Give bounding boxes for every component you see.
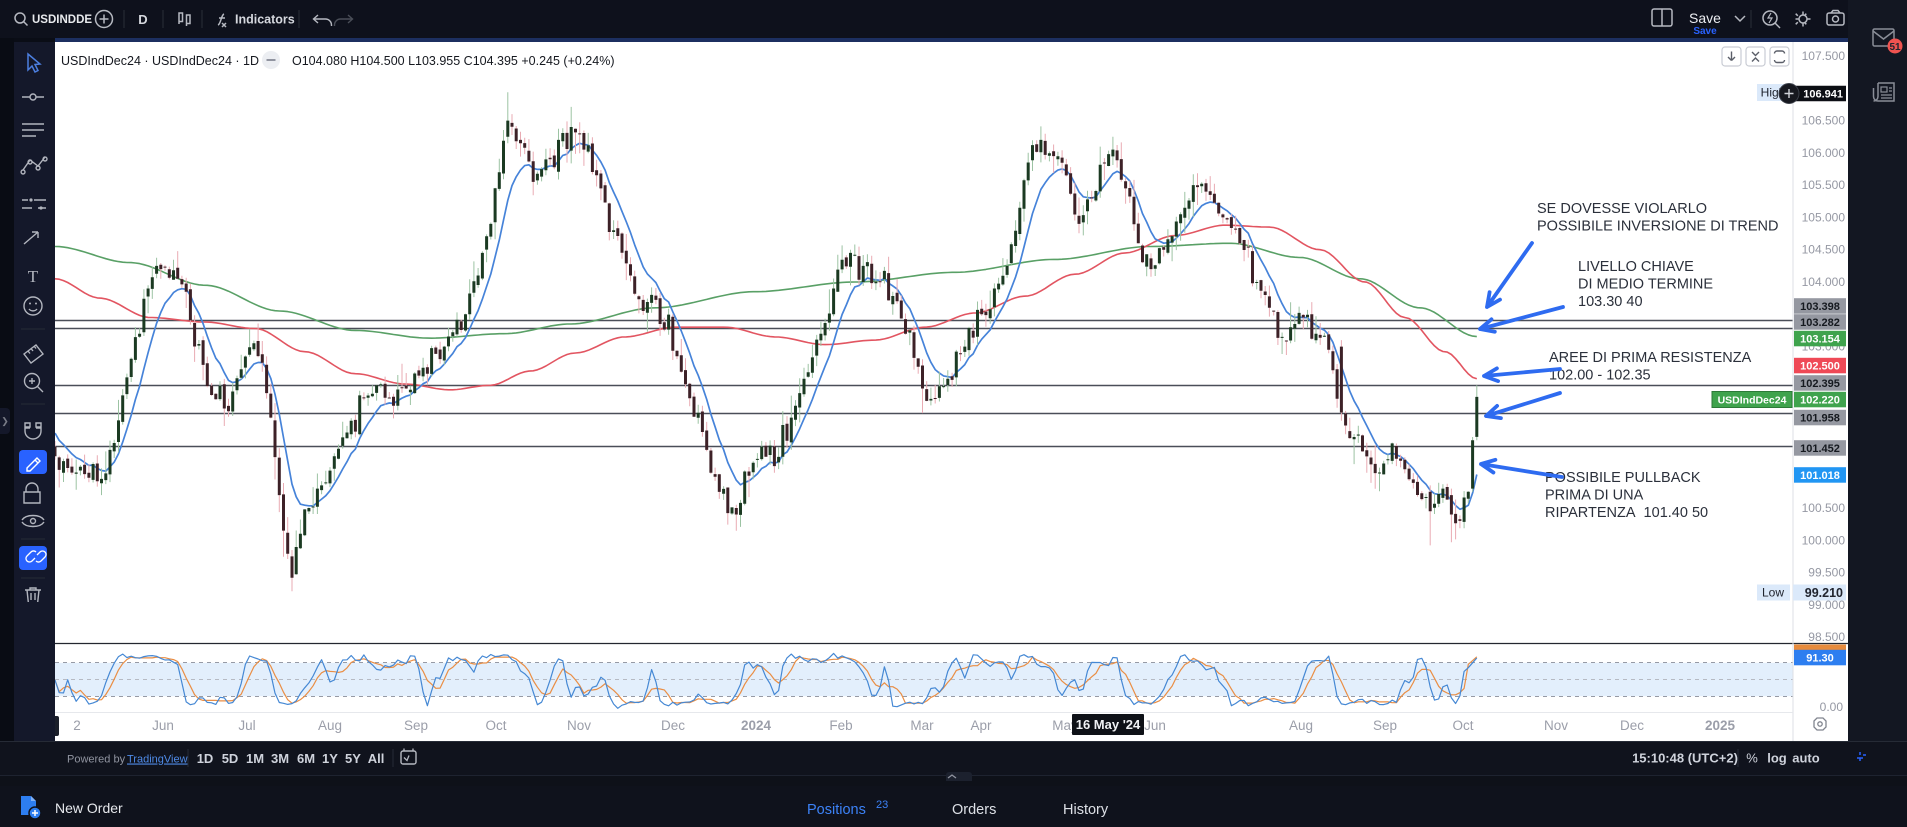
svg-text:107.500: 107.500 xyxy=(1802,49,1846,63)
svg-text:1M: 1M xyxy=(246,751,264,766)
svg-text:23: 23 xyxy=(876,799,888,811)
svg-text:T: T xyxy=(28,267,39,286)
svg-text:104.000: 104.000 xyxy=(1802,275,1846,289)
svg-text:91.30: 91.30 xyxy=(1806,653,1834,665)
svg-text:Positions: Positions xyxy=(807,802,866,818)
svg-text:105.000: 105.000 xyxy=(1802,210,1846,224)
svg-text:Oct: Oct xyxy=(485,718,506,733)
svg-text:RIPARTENZA 101.40 50: RIPARTENZA 101.40 50 xyxy=(1545,505,1708,521)
svg-text:51: 51 xyxy=(1889,42,1901,53)
svg-text:100.500: 100.500 xyxy=(1802,501,1846,515)
svg-text:98.500: 98.500 xyxy=(1808,630,1845,644)
svg-text:Dec: Dec xyxy=(661,718,685,733)
svg-text:Dec: Dec xyxy=(1620,718,1644,733)
svg-text:USDINDDE: USDINDDE xyxy=(32,14,92,26)
svg-text:Jun: Jun xyxy=(1144,718,1166,733)
svg-text:102.395: 102.395 xyxy=(1800,378,1840,390)
svg-text:LIVELLO CHIAVE: LIVELLO CHIAVE xyxy=(1578,259,1694,275)
svg-text:6M: 6M xyxy=(297,751,315,766)
svg-text:104.500: 104.500 xyxy=(1802,243,1846,257)
svg-text:106.941: 106.941 xyxy=(1803,89,1843,101)
svg-text:1D: 1D xyxy=(197,751,214,766)
svg-text:%: % xyxy=(1746,751,1758,766)
svg-text:History: History xyxy=(1063,802,1109,818)
svg-text:log: log xyxy=(1767,751,1787,766)
svg-text:Jun: Jun xyxy=(152,718,174,733)
svg-text:102.220: 102.220 xyxy=(1800,395,1840,407)
svg-text:Oct: Oct xyxy=(1452,718,1473,733)
svg-text:101.452: 101.452 xyxy=(1800,443,1840,455)
svg-text:0.00: 0.00 xyxy=(1820,700,1844,714)
svg-text:Save: Save xyxy=(1693,26,1717,37)
svg-text:Sep: Sep xyxy=(404,718,428,733)
svg-text:Orders: Orders xyxy=(952,802,996,818)
svg-text:Aug: Aug xyxy=(1289,718,1313,733)
svg-text:Aug: Aug xyxy=(318,718,342,733)
svg-text:3M: 3M xyxy=(271,751,289,766)
svg-text:102.500: 102.500 xyxy=(1800,361,1840,373)
svg-text:Powered by: Powered by xyxy=(67,754,126,766)
svg-text:99.210: 99.210 xyxy=(1805,586,1843,600)
svg-text:Mar: Mar xyxy=(910,718,934,733)
svg-text:All: All xyxy=(368,751,385,766)
svg-text:103.282: 103.282 xyxy=(1800,317,1840,329)
svg-text:101.018: 101.018 xyxy=(1800,470,1840,482)
svg-text:Nov: Nov xyxy=(1544,718,1568,733)
svg-text:auto: auto xyxy=(1792,751,1820,766)
svg-text:103.30 40: 103.30 40 xyxy=(1578,294,1643,310)
svg-text:16 May '24: 16 May '24 xyxy=(1076,717,1141,732)
svg-text:2025: 2025 xyxy=(1705,718,1736,733)
svg-text:SE DOVESSE VIOLARLO: SE DOVESSE VIOLARLO xyxy=(1537,201,1707,217)
svg-text:USDIndDec24: USDIndDec24 xyxy=(1718,395,1787,407)
svg-text:Sep: Sep xyxy=(1373,718,1397,733)
svg-text:May: May xyxy=(1052,718,1078,733)
svg-text:PRIMA DI UNA: PRIMA DI UNA xyxy=(1545,488,1644,504)
svg-text:2024: 2024 xyxy=(741,718,772,733)
svg-text:Apr: Apr xyxy=(970,718,992,733)
svg-text:106.500: 106.500 xyxy=(1802,114,1846,128)
svg-text:Nov: Nov xyxy=(567,718,591,733)
svg-text:102.00 - 102.35: 102.00 - 102.35 xyxy=(1549,368,1651,384)
svg-text:AREE DI PRIMA RESISTENZA: AREE DI PRIMA RESISTENZA xyxy=(1549,350,1752,366)
svg-text:2: 2 xyxy=(73,718,81,733)
svg-text:POSSIBILE PULLBACK: POSSIBILE PULLBACK xyxy=(1545,470,1701,486)
svg-text:O104.080 H104.500 L103.955 C10: O104.080 H104.500 L103.955 C104.395 +0.2… xyxy=(292,54,614,68)
svg-text:Low: Low xyxy=(1762,586,1784,600)
svg-text:103.398: 103.398 xyxy=(1800,301,1840,313)
svg-text:100.000: 100.000 xyxy=(1802,533,1846,547)
svg-text:1Y: 1Y xyxy=(322,751,338,766)
svg-text:New Order: New Order xyxy=(55,800,123,816)
svg-text:Jul: Jul xyxy=(238,718,255,733)
svg-text:Feb: Feb xyxy=(829,718,852,733)
svg-text:Indicators: Indicators xyxy=(235,13,295,27)
svg-text:99.500: 99.500 xyxy=(1808,566,1845,580)
svg-text:TradingView: TradingView xyxy=(127,754,188,766)
svg-text:D: D xyxy=(138,12,147,27)
svg-text:106.000: 106.000 xyxy=(1802,146,1846,160)
svg-text:103.154: 103.154 xyxy=(1800,334,1841,346)
svg-text:15:10:48 (UTC+2): 15:10:48 (UTC+2) xyxy=(1632,751,1738,766)
svg-text:5Y: 5Y xyxy=(345,751,361,766)
svg-text:Save: Save xyxy=(1689,10,1721,26)
svg-text:USDIndDec24 · USDIndDec24 · 1D: USDIndDec24 · USDIndDec24 · 1D xyxy=(61,54,259,68)
svg-text:DI MEDIO TERMINE: DI MEDIO TERMINE xyxy=(1578,277,1713,293)
svg-text:POSSIBILE INVERSIONE DI TREND: POSSIBILE INVERSIONE DI TREND xyxy=(1537,219,1778,235)
svg-text:101.958: 101.958 xyxy=(1800,413,1840,425)
svg-text:5D: 5D xyxy=(222,751,239,766)
svg-text:99.000: 99.000 xyxy=(1808,598,1845,612)
svg-text:105.500: 105.500 xyxy=(1802,178,1846,192)
